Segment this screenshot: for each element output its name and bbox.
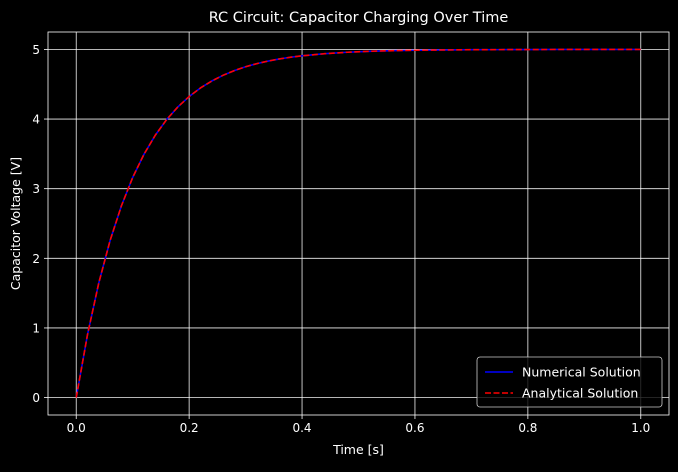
chart-title: RC Circuit: Capacitor Charging Over Time bbox=[209, 10, 509, 26]
x-tick-label: 0.6 bbox=[405, 421, 424, 435]
y-tick-label: 2 bbox=[32, 252, 40, 266]
x-tick-label: 0.0 bbox=[67, 421, 86, 435]
axis-ticks: 0.0 0.2 0.4 0.6 0.8 1.0 0 1 2 3 4 5 bbox=[32, 43, 650, 435]
y-tick-label: 5 bbox=[32, 43, 40, 57]
x-tick-label: 0.8 bbox=[518, 421, 537, 435]
legend-label: Analytical Solution bbox=[522, 386, 638, 401]
y-tick-label: 3 bbox=[32, 182, 40, 196]
legend: Numerical Solution Analytical Solution bbox=[476, 356, 663, 408]
series-line-analytical-solution bbox=[75, 48, 641, 398]
y-tick-label: 0 bbox=[32, 391, 40, 405]
x-tick-label: 0.2 bbox=[180, 421, 199, 435]
x-tick-label: 1.0 bbox=[631, 421, 650, 435]
plot-series bbox=[75, 48, 641, 398]
x-tick-label: 0.4 bbox=[292, 421, 311, 435]
y-axis-label: Capacitor Voltage [V] bbox=[8, 157, 23, 290]
y-tick-label: 4 bbox=[32, 113, 40, 127]
legend-label: Numerical Solution bbox=[522, 365, 641, 380]
legend-box bbox=[476, 356, 663, 408]
x-axis-label: Time [s] bbox=[332, 442, 384, 457]
y-tick-label: 1 bbox=[32, 321, 40, 335]
plot-frame bbox=[47, 31, 670, 416]
